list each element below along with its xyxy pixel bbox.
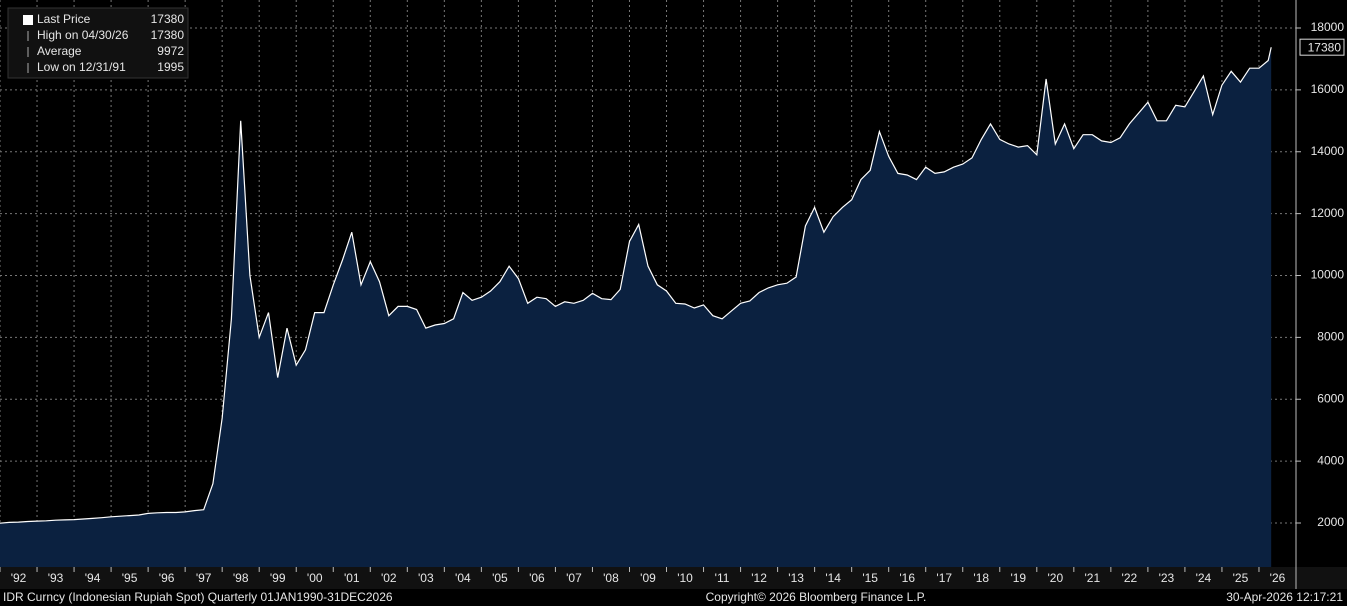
x-tick-label: '16	[899, 571, 915, 585]
legend-label: Average	[37, 44, 82, 58]
legend-label: High on 04/30/26	[37, 28, 129, 42]
legend-value: 1995	[157, 60, 184, 74]
legend-value: 17380	[151, 12, 185, 26]
x-tick-label: '13	[788, 571, 804, 585]
x-tick-label: '15	[862, 571, 878, 585]
x-tick-label: '04	[455, 571, 471, 585]
footer-left: IDR Curncy (Indonesian Rupiah Spot) Quar…	[3, 590, 393, 604]
x-tick-label: '94	[85, 571, 101, 585]
x-tick-label: '05	[492, 571, 508, 585]
x-tick-label: '07	[566, 571, 582, 585]
footer-center: Copyright© 2026 Bloomberg Finance L.P.	[706, 590, 927, 604]
y-tick-label: 12000	[1311, 206, 1345, 220]
last-price-tag	[1299, 38, 1345, 56]
x-tick-label: '03	[418, 571, 434, 585]
area-fill	[0, 47, 1272, 567]
x-tick-label: '20	[1047, 571, 1063, 585]
y-tick-label: 4000	[1317, 453, 1344, 467]
last-price-label: 17380	[1308, 40, 1342, 54]
y-tick-label: 8000	[1317, 330, 1344, 344]
x-tick-label: '96	[159, 571, 175, 585]
legend-value: 17380	[151, 28, 185, 42]
x-tick-label: '06	[529, 571, 545, 585]
price-line	[0, 47, 1272, 524]
x-tick-label: '26	[1270, 571, 1286, 585]
x-tick-label: '10	[677, 571, 693, 585]
y-tick-label: 18000	[1311, 20, 1345, 34]
x-tick-label: '99	[270, 571, 286, 585]
legend-box	[7, 7, 189, 79]
x-tick-label: '19	[1010, 571, 1026, 585]
x-tick-label: '25	[1233, 571, 1249, 585]
x-tick-label: '18	[973, 571, 989, 585]
x-tick-label: '00	[307, 571, 323, 585]
legend-swatch	[23, 15, 33, 25]
x-tick-label: '08	[603, 571, 619, 585]
axes: 2000 4000 6000 8000 10000 12000 14000 16000 1800…	[0, 20, 1345, 585]
legend-value: 9972	[157, 44, 184, 58]
x-tick-label: '11	[715, 571, 730, 585]
legend: Last Price 17380 High on 04/30/26 17380 Aver…	[23, 12, 184, 74]
x-tick-label: '01	[344, 571, 360, 585]
x-tick-label: '21	[1085, 571, 1101, 585]
x-tick-label: '92	[11, 571, 27, 585]
y-tick-label: 6000	[1317, 391, 1344, 405]
x-tick-label: '17	[936, 571, 952, 585]
y-tick-label: 10000	[1311, 268, 1345, 282]
legend-label: Low on 12/31/91	[37, 60, 126, 74]
x-tick-label: '93	[48, 571, 64, 585]
x-axis-band	[0, 567, 1347, 589]
y-tick-label: 14000	[1311, 144, 1345, 158]
y-tick-label: 2000	[1317, 515, 1344, 529]
x-tick-label: '02	[381, 571, 397, 585]
x-tick-label: '97	[196, 571, 212, 585]
x-tick-label: '24	[1196, 571, 1212, 585]
x-tick-label: '12	[751, 571, 767, 585]
footer-right: 30-Apr-2026 12:17:21	[1226, 590, 1343, 604]
y-tick-label: 16000	[1311, 82, 1345, 96]
x-tick-label: '95	[122, 571, 138, 585]
x-tick-label: '22	[1122, 571, 1138, 585]
x-tick-label: '23	[1159, 571, 1175, 585]
plot-area	[0, 0, 1296, 567]
x-tick-label: '98	[233, 571, 249, 585]
x-tick-label: '09	[640, 571, 656, 585]
x-tick-label: '14	[825, 571, 841, 585]
legend-label: Last Price	[37, 12, 91, 26]
